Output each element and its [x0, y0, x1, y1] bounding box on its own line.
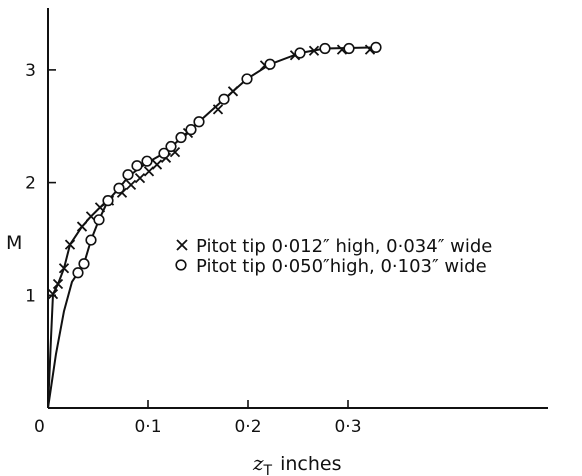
x-tick-label: 0·3 — [334, 417, 361, 437]
data-point-circle — [218, 93, 230, 105]
legend-circle-marker — [175, 259, 187, 271]
data-point-cross — [64, 239, 76, 250]
legend: Pitot tip 0·012″ high, 0·034″ wide Pitot… — [175, 236, 492, 277]
x-axis-title: zT inches — [252, 451, 342, 476]
data-point-circle — [264, 58, 276, 70]
fitted-curves — [47, 46, 377, 409]
data-point-circle — [131, 160, 143, 172]
data-point-cross — [76, 221, 88, 232]
data-point-circle — [185, 124, 197, 136]
data-point-cross — [94, 202, 106, 213]
x-tick-label: 0·1 — [134, 417, 161, 437]
data-point-cross — [212, 104, 224, 115]
data-point-cross — [52, 278, 64, 290]
x-axis-title-main: z — [252, 451, 264, 475]
data-point-cross — [47, 289, 59, 300]
data-point-cross — [227, 86, 239, 97]
data-point-circle — [175, 131, 187, 144]
x-axis-title-sub: T — [263, 463, 273, 476]
curve-upper-branch — [47, 199, 110, 409]
legend-cross-marker — [176, 239, 188, 251]
data-point-circle — [72, 267, 84, 279]
data-point-circle — [85, 234, 97, 246]
data-point-circle — [78, 258, 90, 270]
axes — [47, 8, 548, 409]
y-tick-label: 1 — [25, 286, 36, 306]
data-point-circle — [294, 47, 306, 59]
data-points — [47, 41, 382, 300]
origin-label: 0 — [34, 417, 45, 437]
data-point-cross — [125, 179, 137, 190]
data-point-cross — [308, 45, 320, 56]
data-point-circle — [193, 116, 205, 128]
y-axis-title: M — [6, 232, 22, 254]
legend-item-cross: Pitot tip 0·012″ high, 0·034″ wide — [176, 236, 492, 257]
x-axis-title-unit: inches — [280, 453, 341, 475]
data-point-circle — [122, 169, 134, 181]
curve-lower-branch — [47, 46, 377, 409]
data-point-circle — [370, 41, 382, 53]
data-point-circle — [93, 214, 105, 226]
data-point-circle — [241, 73, 253, 85]
x-tick-label: 0·2 — [234, 417, 261, 437]
legend-label-circle: Pitot tip 0·050″high, 0·103″ wide — [196, 256, 487, 277]
legend-label-cross: Pitot tip 0·012″ high, 0·034″ wide — [196, 236, 492, 257]
data-point-circle — [113, 182, 125, 194]
data-point-circle — [141, 155, 153, 167]
data-point-circle — [102, 195, 114, 207]
y-tick-label: 3 — [25, 61, 36, 81]
data-point-cross — [58, 263, 70, 274]
data-point-circle — [165, 140, 177, 153]
ticks: 0·1 0·2 0·3 1 2 3 — [25, 61, 361, 437]
data-point-cross — [151, 159, 163, 170]
data-point-circle — [158, 147, 170, 159]
legend-item-circle: Pitot tip 0·050″high, 0·103″ wide — [175, 256, 487, 277]
data-point-circle — [319, 42, 331, 55]
y-tick-label: 2 — [25, 174, 36, 194]
data-point-circle — [343, 42, 355, 55]
data-point-cross — [134, 172, 146, 184]
